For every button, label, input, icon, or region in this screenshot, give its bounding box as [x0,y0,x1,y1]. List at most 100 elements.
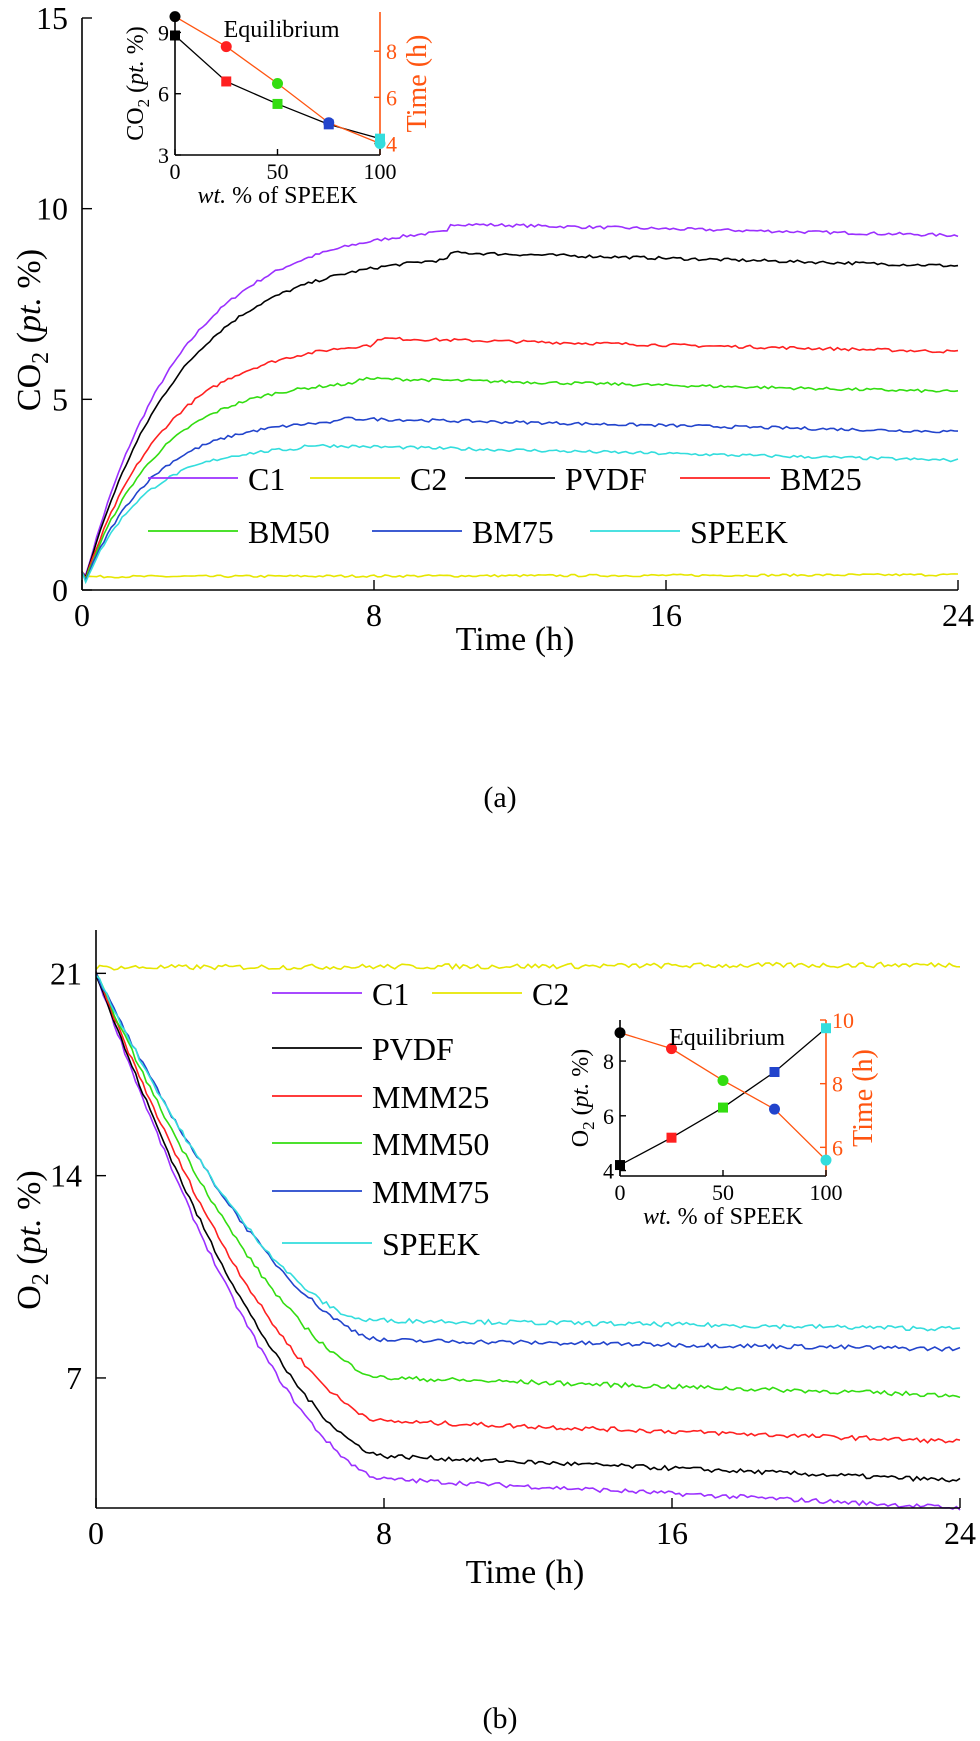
legend-label-pvdf: PVDF [372,1031,454,1067]
inset-square-marker [821,1023,831,1034]
inset-circle-marker [323,117,335,129]
y-tick-label: 5 [52,381,68,417]
legend-label-bm50: BM50 [248,514,330,550]
chart-b-series-group [95,961,961,1511]
x-tick-label: 24 [942,597,974,633]
x-tick-label: 8 [366,597,382,633]
legend-label-bm75: BM75 [472,514,554,550]
inset-circle-marker [220,41,232,53]
inset-y-tick-label: 9 [158,20,169,45]
inset-circle-marker [614,1027,626,1039]
series-line-mmm75 [95,971,961,1352]
inset-square-marker [170,30,180,41]
series-line-c1 [95,974,961,1511]
x-tick-label: 24 [944,1515,976,1551]
legend-label-speek: SPEEK [690,514,788,550]
inset-x-tick-label: 100 [364,159,397,184]
legend-label-mmm25: MMM25 [372,1079,489,1115]
inset-right-tick-label: 6 [832,1135,843,1160]
inset-y-axis-title: CO2 (pt. %) [123,26,153,141]
x-tick-label: 0 [74,597,90,633]
chart-a-caption: (a) [483,781,516,814]
legend-label-pvdf: PVDF [565,461,647,497]
legend-label-c2: C2 [410,461,447,497]
series-line-bm75 [81,416,959,583]
chart-a-legend: C1 C2 PVDF BM25 BM50 BM75 SPEEK [148,461,862,550]
x-tick-label: 16 [656,1515,688,1551]
series-line-bm25 [81,336,959,581]
inset-y-tick-label: 6 [158,82,169,107]
inset-x-tick-label: 100 [810,1180,843,1205]
series-line-mmm50 [95,972,961,1399]
inset-square-marker [272,98,283,109]
x-tick-label: 16 [650,597,682,633]
series-line-pvdf [95,975,961,1483]
series-line-c2 [95,961,961,971]
legend-label-c1: C1 [248,461,285,497]
legend-label-mmm50: MMM50 [372,1126,489,1162]
y-tick-label: 15 [36,0,68,36]
chart-b-ticks: 0 8 16 24 7 14 21 [50,955,976,1551]
inset-x-tick-label: 50 [712,1180,734,1205]
inset-right-tick-label: 8 [386,39,397,64]
chart-b-o2: 0 8 16 24 7 14 21 Time (h) O2 (pt. %) C1 C2 PVDF… [11,930,976,1735]
inset-y-tick-label: 4 [603,1159,614,1184]
inset-circle-marker [769,1103,780,1115]
chart-a-inset: 0 50 100 3 6 9 4 6 8 Equilibrium wt. % of SPEEK CO2… [123,11,433,209]
chart-a-series-group [81,222,959,585]
inset-circle-marker [820,1154,832,1166]
series-line-c1 [81,222,959,577]
chart-a-ticks: 0 8 16 24 0 5 10 15 [36,0,974,633]
inset-square-marker [769,1067,780,1077]
legend-label-mmm75: MMM75 [372,1174,489,1210]
inset-square-marker [615,1160,625,1171]
inset-x-tick-label: 50 [267,159,289,184]
x-tick-label: 8 [376,1515,392,1551]
inset-x-axis-title: wt. % of SPEEK [643,1204,804,1230]
series-line-mmm25 [95,971,961,1444]
y-tick-label: 10 [36,191,68,227]
chart-b-x-axis-title: Time (h) [466,1554,585,1591]
inset-right-tick-label: 4 [386,131,397,156]
inset-title: Equilibrium [669,1025,785,1051]
inset-x-tick-label: 0 [615,1180,626,1205]
inset-x-axis-title: wt. % of SPEEK [197,183,358,209]
inset-right-tick-label: 6 [386,85,397,110]
inset-right-axis-title: Time (h) [402,35,433,133]
series-line-pvdf [81,250,959,579]
chart-b-y-axis-title: O2 (pt. %) [11,1170,54,1310]
chart-a-y-axis-title: CO2 (pt. %) [11,249,54,411]
y-tick-label: 0 [52,572,68,608]
y-tick-label: 14 [50,1158,82,1194]
inset-circle-marker [272,78,283,89]
series-line-speek [81,443,959,585]
inset-circle-marker [717,1074,729,1086]
legend-label-speek: SPEEK [382,1226,480,1262]
inset-right-tick-label: 10 [832,1008,854,1033]
x-tick-label: 0 [88,1515,104,1551]
inset-y-tick-label: 6 [603,1104,614,1129]
legend-label-c2: C2 [532,976,569,1012]
inset-y-axis-title: O2 (pt. %) [568,1049,598,1148]
chart-a-x-axis-title: Time (h) [456,621,575,658]
series-line-speek [95,974,961,1332]
inset-circle-marker [374,137,386,149]
inset-square-marker [221,76,232,87]
inset-square-marker [718,1102,728,1113]
chart-b-caption: (b) [483,1702,518,1735]
inset-right-axis-title: Time (h) [848,1049,879,1147]
inset-time-series-line [619,1032,827,1161]
y-tick-label: 7 [66,1360,82,1396]
chart-b-inset: 0 50 100 4 6 8 6 8 10 Equilibrium wt. % of SPEEK O2… [568,1008,879,1230]
inset-right-tick-label: 8 [832,1072,843,1097]
chart-b-legend: C1 C2 PVDF MMM25 MMM50 MMM75 SPEEK [272,976,569,1262]
inset-circle-marker [666,1043,677,1055]
inset-square-marker [666,1132,677,1143]
series-line-c2 [81,571,959,579]
legend-label-bm25: BM25 [780,461,862,497]
inset-y-tick-label: 3 [158,143,169,168]
inset-x-tick-label: 0 [170,159,181,184]
series-line-bm50 [81,376,959,582]
inset-y-tick-label: 8 [603,1049,614,1074]
